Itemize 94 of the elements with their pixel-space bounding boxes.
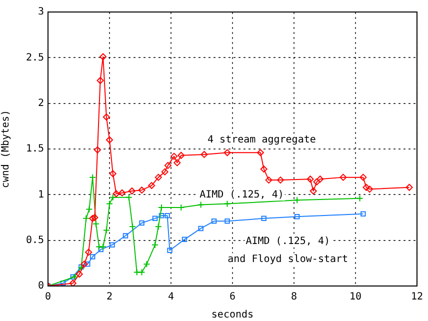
x-tick-label: 6 [229, 292, 236, 303]
point [178, 152, 185, 159]
point [198, 226, 204, 232]
point [96, 77, 104, 84]
point [224, 149, 231, 156]
point [362, 184, 370, 191]
point [154, 223, 162, 230]
point [276, 176, 284, 184]
point [360, 211, 366, 216]
point [313, 178, 320, 186]
y-tick-label: 2 [38, 98, 44, 109]
point [118, 189, 126, 196]
point [164, 213, 170, 218]
series-label: AIMD (.125, 4) [200, 189, 284, 200]
point [306, 176, 314, 183]
point [148, 182, 156, 190]
point [109, 194, 116, 201]
point [152, 216, 158, 222]
point [89, 214, 96, 222]
series-label: 4 stream aggregate [208, 134, 316, 146]
point [143, 260, 150, 268]
point [89, 174, 96, 181]
x-tick-label: 8 [290, 292, 297, 303]
point [85, 261, 90, 267]
y-axis-title: cwnd (Mbytes) [0, 110, 12, 188]
x-tick-label: 4 [168, 292, 174, 303]
point [76, 270, 83, 278]
point [316, 176, 324, 183]
point [122, 233, 128, 238]
x-tick-label: 10 [349, 292, 362, 303]
point [224, 200, 231, 208]
point [152, 241, 159, 248]
point [102, 114, 110, 121]
point [112, 190, 120, 198]
y-tick-label: 1.5 [26, 144, 44, 155]
point [106, 136, 113, 144]
point [265, 176, 272, 184]
point [211, 218, 217, 224]
point [366, 186, 374, 193]
point [133, 268, 140, 276]
point [261, 216, 266, 222]
point [128, 188, 136, 195]
y-tick-label: 0.5 [26, 234, 44, 246]
point [125, 194, 132, 201]
point [200, 150, 208, 158]
point [139, 220, 144, 226]
y-tick-label: 3 [38, 6, 44, 18]
series-label: AIMD (.125, 4) and Floyd slow-start [228, 236, 348, 265]
y-tick-label: 1 [38, 189, 44, 200]
point [170, 152, 178, 160]
point [106, 200, 113, 208]
point [360, 174, 367, 181]
point [109, 170, 116, 178]
point [174, 159, 181, 166]
point [294, 214, 300, 220]
point [91, 214, 98, 221]
point [100, 53, 107, 60]
point [102, 226, 110, 234]
point [92, 220, 100, 228]
point [90, 254, 96, 260]
point [60, 280, 66, 286]
point [96, 243, 103, 250]
point [164, 162, 172, 169]
point [138, 186, 146, 194]
x-axis-title: seconds [211, 310, 254, 321]
point [154, 174, 162, 181]
point [138, 268, 146, 276]
point [98, 246, 104, 252]
point [129, 223, 136, 230]
point [80, 260, 88, 268]
point [310, 188, 317, 195]
point [161, 168, 168, 176]
point [82, 214, 90, 222]
point [340, 174, 347, 181]
point [110, 242, 115, 248]
point [182, 236, 188, 242]
point [406, 184, 413, 191]
point [294, 196, 301, 204]
point [94, 146, 102, 154]
point [158, 213, 164, 218]
point [260, 166, 268, 173]
point [197, 201, 204, 208]
point [100, 243, 107, 250]
y-tick-label: 2.5 [26, 52, 44, 64]
x-tick-label: 12 [410, 292, 424, 303]
x-tick-label: 0 [44, 292, 52, 303]
point [69, 280, 76, 286]
y-tick-label: 0 [38, 280, 44, 292]
point [256, 149, 264, 156]
point [85, 248, 92, 256]
point [167, 248, 172, 253]
point [86, 206, 93, 213]
x-tick-label: 2 [106, 292, 113, 303]
point [224, 218, 230, 224]
